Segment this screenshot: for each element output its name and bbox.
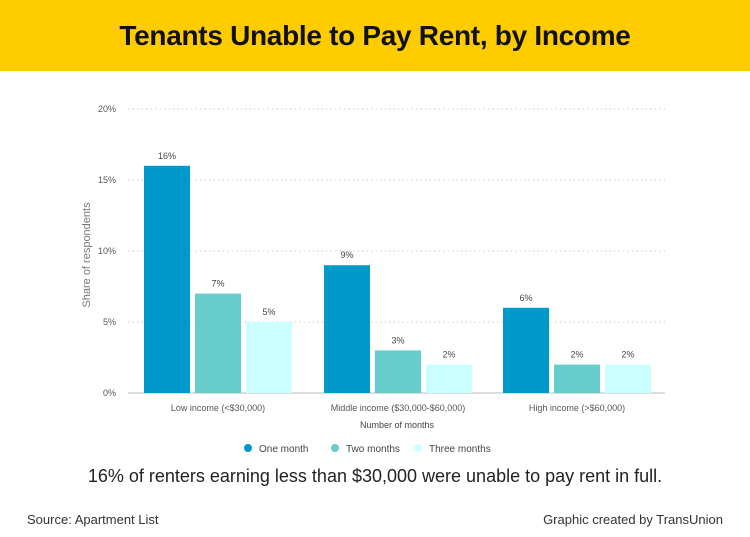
y-tick-label: 5%	[103, 317, 116, 327]
legend-swatch	[414, 444, 422, 452]
legend-swatch	[331, 444, 339, 452]
x-tick-label: High income (>$60,000)	[529, 403, 625, 413]
y-tick-label: 15%	[98, 175, 116, 185]
bar-2-3	[426, 364, 472, 393]
legend-label: Two months	[346, 444, 400, 455]
x-tick-label: Middle income ($30,000-$60,000)	[331, 403, 466, 413]
bar-chart: 0% 5% 10% 15% 20% Share of respondents 16% 7% 5%…	[81, 104, 665, 455]
data-label: 3%	[391, 335, 404, 345]
bar-1-2	[195, 293, 241, 393]
credit-note: Graphic created by TransUnion	[543, 512, 723, 527]
chart-title: Tenants Unable to Pay Rent, by Income	[119, 19, 631, 51]
x-axis-title: Number of months	[360, 420, 435, 430]
data-label: 5%	[262, 307, 275, 317]
source-note: Source: Apartment List	[27, 512, 159, 527]
y-tick-label: 0%	[103, 388, 116, 398]
bar-2-2	[375, 350, 421, 393]
data-label: 6%	[519, 293, 532, 303]
legend-label: One month	[259, 444, 308, 455]
y-tick-label: 20%	[98, 104, 116, 114]
bar-2-1	[324, 265, 370, 393]
bar-3-1	[503, 307, 549, 393]
data-label: 2%	[442, 350, 455, 360]
bar-3-3	[605, 364, 651, 393]
bar-3-2	[554, 364, 600, 393]
x-tick-label: Low income (<$30,000)	[171, 403, 265, 413]
legend-swatch	[244, 444, 252, 452]
data-label: 2%	[621, 350, 634, 360]
bar-1-3	[246, 322, 292, 393]
legend-label: Three months	[429, 444, 491, 455]
bar-1-1	[144, 165, 190, 393]
chart-subtitle: 16% of renters earning less than $30,000…	[87, 466, 663, 486]
title-banner: Tenants Unable to Pay Rent, by Income	[0, 0, 750, 71]
y-axis-title: Share of respondents	[81, 202, 93, 308]
data-label: 2%	[570, 350, 583, 360]
data-label: 9%	[340, 250, 353, 260]
data-label: 16%	[158, 151, 176, 161]
data-label: 7%	[211, 279, 224, 289]
y-tick-label: 10%	[98, 246, 116, 256]
